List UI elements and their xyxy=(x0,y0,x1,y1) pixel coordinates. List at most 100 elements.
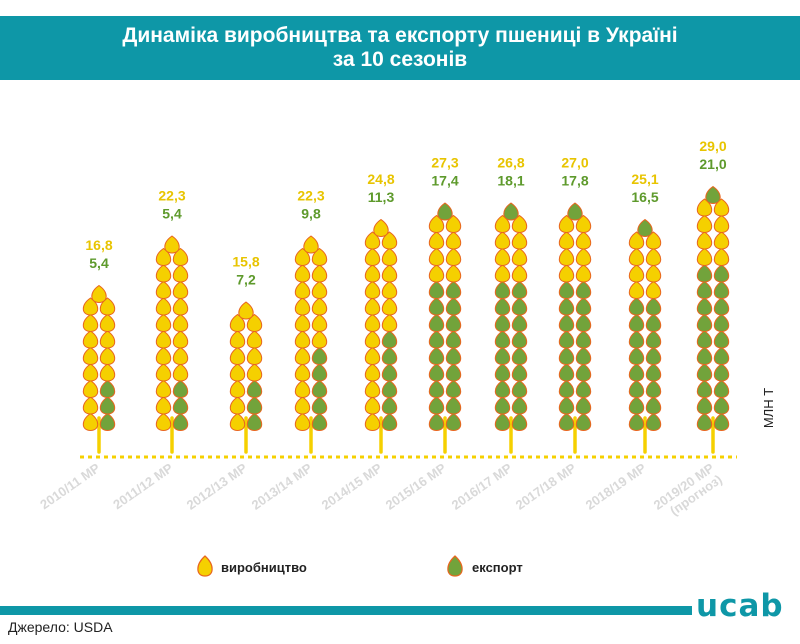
grain-right xyxy=(99,346,116,366)
grain-right xyxy=(381,264,398,283)
grain-right xyxy=(713,412,730,432)
grain-left xyxy=(628,297,645,316)
grain-left xyxy=(155,297,172,316)
grain-left xyxy=(696,198,713,217)
grain-left xyxy=(294,396,311,415)
grain-left xyxy=(428,346,445,366)
grain-left xyxy=(155,280,172,300)
grain-left xyxy=(155,346,172,366)
export-value-label: 17,8 xyxy=(561,173,588,189)
grain-right xyxy=(99,297,116,316)
grain-left xyxy=(82,330,99,349)
grain-right xyxy=(381,297,398,316)
grain-left xyxy=(428,264,445,283)
grain-right xyxy=(445,379,462,399)
grain-left xyxy=(82,297,99,316)
grain-left xyxy=(229,412,246,432)
grain-left xyxy=(558,264,575,283)
grain-right xyxy=(713,313,730,333)
category-label: 2014/15 МР xyxy=(319,460,385,513)
grain-left xyxy=(82,346,99,366)
wheat-ear-5 xyxy=(364,218,398,454)
grain-tip xyxy=(437,202,453,221)
grain-tip xyxy=(164,235,180,254)
grain-right xyxy=(381,346,398,366)
grain-right xyxy=(99,379,116,399)
grain-right xyxy=(99,412,116,432)
grain-right xyxy=(645,346,662,366)
grain-left xyxy=(155,396,172,415)
grain-right xyxy=(511,264,528,283)
grain-right xyxy=(172,247,189,267)
grain-right xyxy=(575,412,592,432)
grain-left xyxy=(428,297,445,316)
grain-right xyxy=(246,313,263,333)
grain-right xyxy=(445,264,462,283)
grain-right xyxy=(713,363,730,382)
grain-right xyxy=(445,297,462,316)
wheat-ear-1 xyxy=(82,284,116,454)
grain-right xyxy=(172,396,189,415)
wheat-ear-7 xyxy=(494,202,528,454)
grain-left xyxy=(696,214,713,234)
grain-left xyxy=(294,412,311,432)
grain-left xyxy=(294,297,311,316)
grain-right xyxy=(713,330,730,349)
category-label: 2018/19 МР xyxy=(583,460,649,513)
grain-right xyxy=(311,247,328,267)
grain-right xyxy=(311,330,328,349)
grain-left xyxy=(229,379,246,399)
grain-left xyxy=(628,346,645,366)
grain-right xyxy=(445,280,462,300)
grain-left xyxy=(428,313,445,333)
grain-right xyxy=(381,313,398,333)
grain-left xyxy=(294,330,311,349)
grain-right xyxy=(713,346,730,366)
grain-left xyxy=(82,396,99,415)
grain-left xyxy=(494,231,511,250)
grain-left xyxy=(82,412,99,432)
grain-right xyxy=(575,396,592,415)
grain-right xyxy=(511,396,528,415)
grain-right xyxy=(645,363,662,382)
grain-left xyxy=(558,297,575,316)
grain-right xyxy=(713,280,730,300)
grain-right xyxy=(445,313,462,333)
grain-left xyxy=(428,280,445,300)
grain-left xyxy=(628,280,645,300)
grain-left xyxy=(294,247,311,267)
category-label: 2010/11 МР xyxy=(37,460,103,512)
grain-left xyxy=(628,330,645,349)
grain-left xyxy=(696,280,713,300)
grain-right xyxy=(99,330,116,349)
grain-right xyxy=(445,330,462,349)
grain-right xyxy=(645,297,662,316)
category-label: 2013/14 МР xyxy=(249,460,315,513)
grain-right xyxy=(511,214,528,234)
grain-left xyxy=(696,231,713,250)
grain-left xyxy=(364,247,381,267)
grain-right xyxy=(172,264,189,283)
grain-right xyxy=(246,396,263,415)
export-value-label: 7,2 xyxy=(236,272,256,288)
grain-right xyxy=(311,379,328,399)
grain-left xyxy=(428,330,445,349)
grain-left xyxy=(628,313,645,333)
grain-left xyxy=(155,264,172,283)
grain-left xyxy=(494,396,511,415)
grain-left xyxy=(696,346,713,366)
grain-left xyxy=(628,412,645,432)
export-value-label: 11,3 xyxy=(368,189,395,205)
grain-right xyxy=(575,280,592,300)
grain-right xyxy=(172,313,189,333)
grain-right xyxy=(172,330,189,349)
export-value-label: 16,5 xyxy=(631,189,658,205)
grain-left xyxy=(364,297,381,316)
grain-left xyxy=(428,214,445,234)
grain-right xyxy=(645,396,662,415)
grain-left xyxy=(155,363,172,382)
grain-right xyxy=(381,280,398,300)
grain-right xyxy=(381,396,398,415)
wheat-ear-3 xyxy=(229,301,263,454)
grain-right xyxy=(445,396,462,415)
